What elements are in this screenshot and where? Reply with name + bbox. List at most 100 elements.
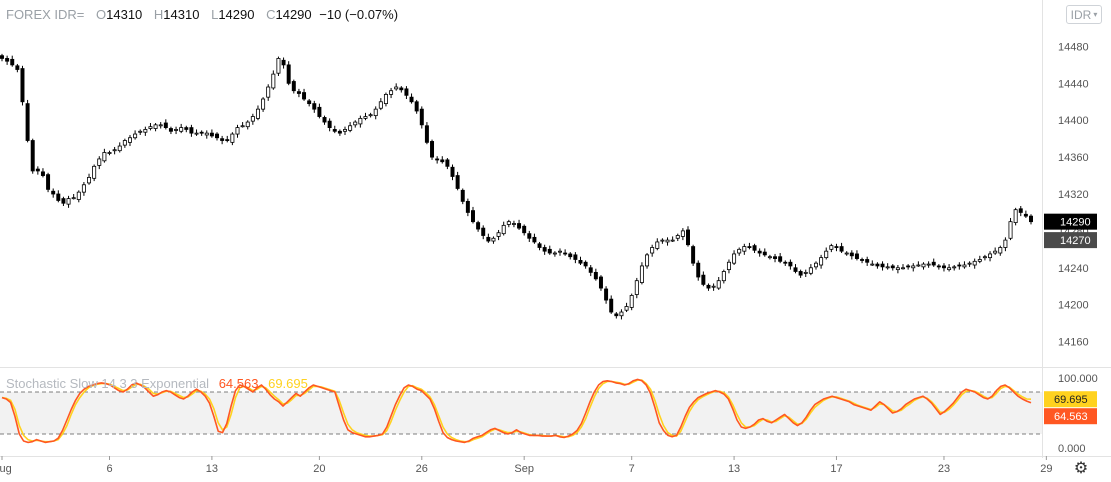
price-tick-label: 14440	[1058, 78, 1089, 90]
indicator-d-value: 69.695	[268, 376, 308, 391]
candle-body	[742, 246, 747, 252]
symbol-name: FOREX IDR=	[6, 7, 85, 22]
candle	[215, 132, 220, 141]
candle	[138, 129, 143, 135]
candle-body	[133, 133, 138, 139]
candle	[250, 113, 255, 125]
candle	[967, 261, 972, 267]
candle	[373, 106, 378, 120]
oscillator-value-label: 69.695	[1054, 394, 1088, 406]
candle-body	[870, 263, 875, 266]
candle	[92, 164, 97, 182]
candle-body	[168, 128, 173, 132]
candle-body	[127, 137, 132, 143]
candle	[808, 264, 813, 276]
candle-body	[486, 236, 491, 242]
candle-body	[916, 264, 921, 267]
time-tick-label: 23	[938, 463, 950, 475]
candle-body	[1013, 209, 1018, 223]
time-tick-label: Sep	[514, 463, 534, 475]
candle-body	[383, 94, 388, 105]
candle-body	[639, 265, 644, 283]
candle	[542, 244, 547, 255]
candle	[168, 126, 173, 135]
candle	[716, 277, 721, 290]
candle	[865, 256, 870, 266]
candle	[337, 129, 342, 136]
candle-body	[803, 271, 808, 274]
time-tick-label: 26	[416, 463, 428, 475]
candle	[102, 148, 107, 163]
candle	[783, 260, 788, 266]
candle	[645, 253, 650, 269]
candle-body	[61, 198, 66, 204]
candle	[266, 84, 271, 101]
candle-body	[711, 285, 716, 288]
candle-body	[936, 265, 941, 268]
indicator-legend[interactable]: Stochastic Slow 14 3 3 Exponential 64.56…	[6, 376, 308, 391]
price-tick-label: 14400	[1058, 115, 1089, 127]
candle-body	[476, 222, 481, 230]
candle-body	[788, 261, 793, 267]
candle-body	[645, 254, 650, 267]
candle	[803, 269, 808, 277]
candle-body	[1018, 208, 1023, 213]
candle-body	[302, 92, 307, 100]
candle	[901, 264, 906, 270]
candle-body	[706, 284, 711, 289]
candle	[885, 263, 890, 270]
candle-body	[941, 265, 946, 269]
candle	[40, 168, 45, 178]
candle-body	[66, 198, 71, 205]
candle	[394, 83, 399, 91]
candle	[854, 250, 859, 261]
gear-icon[interactable]: ⚙	[1073, 460, 1089, 477]
candle-body	[573, 254, 578, 260]
candle-body	[97, 158, 102, 166]
candle	[363, 112, 368, 121]
candle-body	[716, 280, 721, 289]
candle	[245, 120, 250, 130]
candle	[614, 312, 619, 319]
candle-body	[982, 256, 987, 259]
candle-body	[598, 276, 603, 289]
currency-selector[interactable]: IDR ▾	[1066, 5, 1102, 24]
candle-body	[0, 55, 4, 59]
candle	[926, 261, 931, 268]
candle	[430, 139, 435, 160]
candle-body	[737, 248, 742, 254]
candle-body	[353, 121, 358, 126]
candle-body	[10, 58, 15, 66]
candle	[343, 126, 347, 135]
candle	[982, 254, 987, 261]
candle	[532, 233, 537, 244]
candle	[583, 260, 588, 269]
candle	[788, 259, 793, 270]
low-value: 14290	[218, 7, 255, 22]
candle	[957, 262, 962, 270]
high-value: 14310	[163, 7, 200, 22]
close-label: C	[266, 7, 276, 22]
candle-body	[81, 184, 86, 193]
candle	[916, 261, 921, 267]
time-tick-label: 20	[313, 463, 325, 475]
candle-body	[199, 131, 204, 134]
candle-body	[854, 253, 859, 259]
candle-body	[56, 193, 61, 201]
candle-body	[327, 120, 332, 129]
candle	[880, 261, 885, 271]
price-tick-label: 14360	[1058, 152, 1089, 164]
candle	[706, 283, 711, 291]
candle	[419, 106, 424, 129]
candle-body	[174, 129, 179, 131]
price-tick-label: 14320	[1058, 189, 1089, 201]
candle-body	[747, 246, 752, 248]
candle	[455, 171, 460, 191]
candle	[675, 233, 680, 242]
candle-body	[404, 88, 409, 96]
candle-body	[583, 261, 588, 267]
candle-body	[194, 132, 199, 135]
candle	[450, 164, 455, 181]
candle	[752, 243, 757, 254]
